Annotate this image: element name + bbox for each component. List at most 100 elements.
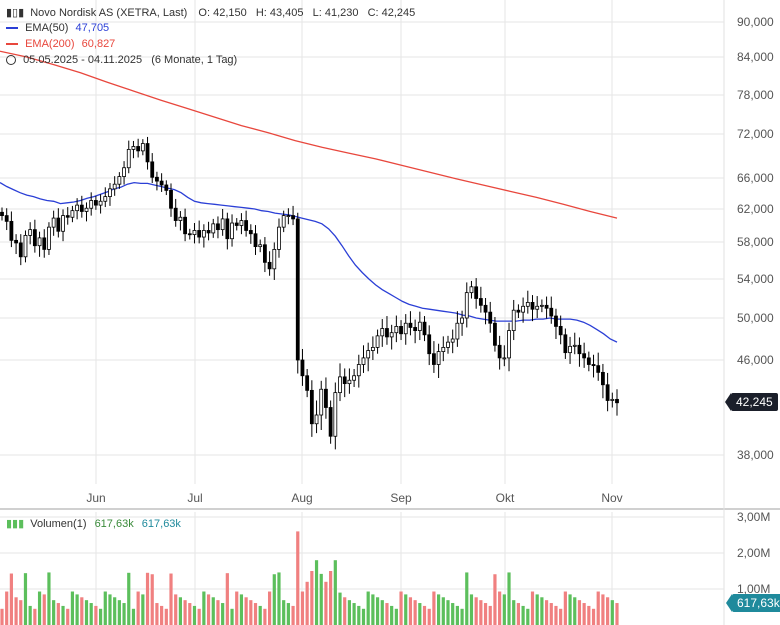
last-volume-badge: 617,63k (726, 594, 780, 612)
candle-body (150, 161, 155, 178)
volume-bar (122, 603, 126, 625)
volume-bar (267, 591, 272, 625)
candle-body (394, 325, 399, 334)
candle-body (586, 357, 591, 365)
low-label: L: (312, 7, 322, 19)
candle-body (197, 230, 202, 238)
volume-bar (474, 597, 478, 625)
volume-bar (131, 608, 136, 625)
volume-bar (33, 608, 37, 625)
volume-bar (178, 597, 182, 625)
volume-bar (587, 605, 591, 625)
volume-bar (211, 597, 215, 625)
volume-bar (441, 597, 445, 625)
candle-body (277, 226, 281, 250)
ema200-line (0, 50, 618, 219)
volume-bar (192, 605, 197, 625)
volume-bar (183, 600, 187, 625)
candle-body (253, 233, 258, 248)
candle-body (225, 218, 230, 240)
candle-body (98, 200, 103, 206)
candle-body (432, 353, 436, 365)
candle-body (464, 292, 469, 319)
y-tick-label: 58,000 (737, 235, 774, 249)
legend-ema50[interactable]: EMA(50) 47,705 (6, 22, 109, 34)
volume-bar (493, 574, 497, 625)
volume-bar (371, 594, 375, 625)
volume-bar (380, 600, 384, 625)
volume-bar (216, 600, 220, 625)
y-tick-label: 78,000 (737, 88, 774, 102)
volume-bar (258, 605, 262, 625)
volume-bar (399, 591, 403, 625)
candle-body (230, 222, 234, 240)
x-tick-label: Okt (496, 491, 515, 505)
candle-body (535, 305, 540, 310)
volume-bar (329, 571, 333, 625)
volume-bar (615, 603, 619, 625)
volume-bar (451, 603, 455, 625)
volume-bar (202, 591, 206, 625)
volume-bar (591, 608, 596, 625)
candle-body (272, 248, 277, 270)
volume-bar (324, 581, 328, 625)
volume-bar (75, 594, 79, 625)
volume-bar (80, 597, 84, 625)
candle-body (286, 215, 291, 218)
volume-bar (117, 600, 121, 625)
volume-bar (221, 603, 225, 625)
candle-body (539, 304, 544, 307)
volume-bar (141, 594, 145, 625)
candle-body (108, 188, 112, 198)
candle-body (319, 388, 324, 416)
volume-bar (361, 608, 366, 625)
close-label: C: (367, 7, 379, 19)
candle-body (187, 233, 192, 236)
x-tick-label: Sep (390, 491, 412, 505)
volume-bar (437, 594, 441, 625)
candle-body (460, 317, 464, 324)
candle-body (117, 176, 122, 185)
x-tick-label: Nov (601, 491, 622, 505)
legend-ema200[interactable]: EMA(200) 60,827 (6, 38, 115, 50)
volume-bar (9, 573, 13, 625)
candle-body (408, 322, 413, 328)
candle-body (178, 216, 183, 221)
candle-body (155, 176, 159, 182)
volume-bar (446, 600, 450, 625)
candle-body (56, 217, 61, 232)
volume-bar (516, 603, 521, 625)
volume-bar (277, 572, 281, 625)
volume-bar (338, 592, 342, 625)
candle-body (42, 237, 47, 250)
candle-body (455, 322, 460, 340)
candle-body (314, 414, 319, 425)
volume-bar (554, 605, 558, 625)
candle-body (37, 237, 42, 247)
volume-bar (282, 600, 286, 625)
candle-body (389, 332, 394, 338)
volume-bar (235, 591, 239, 625)
volume-bar (169, 573, 173, 625)
candle-body (591, 364, 596, 367)
candle-body (385, 328, 389, 338)
volume-bar (113, 597, 117, 625)
volume-bar (84, 600, 89, 625)
volume-bars-icon: ▮▮▮ (6, 518, 25, 530)
candle-body (47, 226, 51, 250)
legend-volume: ▮▮▮ Volumen(1) 617,63k 617,63k (6, 517, 181, 530)
volume-bar (300, 591, 305, 625)
candle-body (474, 286, 479, 299)
candle-body (159, 180, 164, 186)
volume-bar (249, 600, 253, 625)
volume-bar (573, 597, 577, 625)
candle-body (32, 229, 37, 247)
volume-bar (305, 581, 309, 625)
candle-body (417, 321, 422, 332)
volume-bar (42, 594, 46, 625)
candle-body (441, 346, 446, 352)
volume-bar (155, 603, 159, 625)
volume-bar (19, 600, 23, 625)
candle-body (601, 371, 605, 386)
